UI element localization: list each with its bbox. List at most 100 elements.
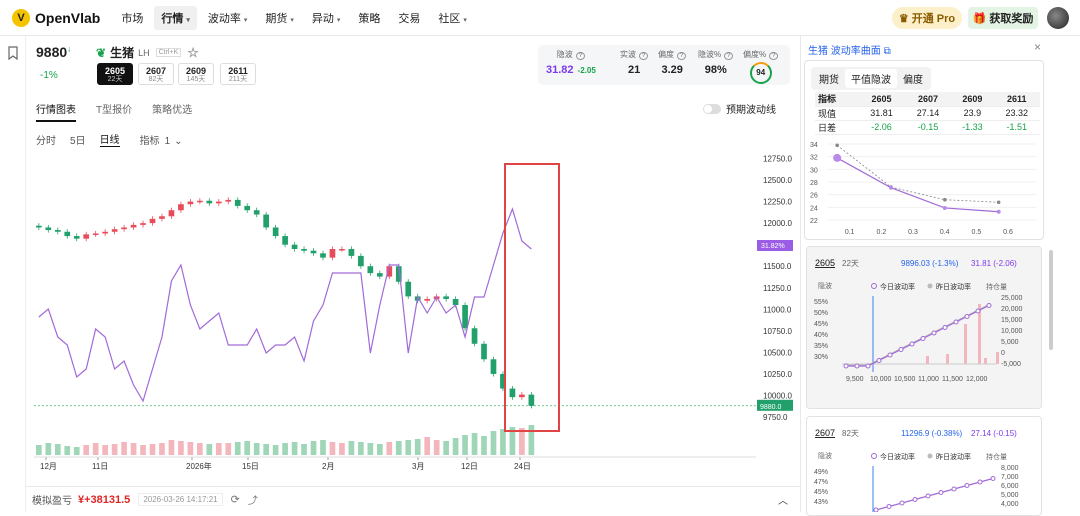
stat-label: 隐波%?	[698, 49, 734, 60]
term-structure-card	[804, 60, 1044, 240]
curve-y-label: 34	[810, 142, 818, 149]
close-icon[interactable]: ×	[1034, 40, 1042, 54]
iv-axis-label: 隐波	[818, 451, 832, 460]
volume-bar	[405, 440, 412, 455]
y-tick-label: 10750.0	[763, 327, 792, 336]
symbol-name: 生猪	[110, 46, 135, 60]
scrollbar[interactable]	[1049, 250, 1053, 350]
volume-bar	[149, 444, 156, 455]
contract-2605[interactable]: 2605 22天	[97, 63, 133, 85]
candle	[111, 229, 118, 232]
toggle-switch[interactable]	[703, 103, 721, 114]
volume-bar	[443, 441, 449, 455]
candle	[443, 296, 449, 299]
help-icon[interactable]: ?	[677, 52, 687, 60]
smile-point	[909, 341, 915, 347]
smile-oi-label: 25,000	[1001, 295, 1023, 302]
bookmark-icon[interactable]	[7, 46, 19, 60]
tab-0[interactable]: 行情图表	[36, 101, 76, 122]
volume-bar	[376, 444, 383, 455]
symbol-selector[interactable]: ❦ 生猪 LH Ctrl+K ☆	[96, 44, 199, 61]
x-tick-label: 12日	[461, 462, 478, 471]
share-icon[interactable]: ⤴	[247, 496, 258, 507]
get-reward-button[interactable]: 🎁 获取奖励	[968, 7, 1038, 29]
nav-item-5[interactable]: 策略	[351, 6, 387, 30]
avatar[interactable]	[1047, 7, 1069, 29]
contract-2609[interactable]: 2609 145天	[178, 63, 214, 85]
chevron-down-icon: ▾	[243, 16, 248, 24]
logo[interactable]: V OpenVlab	[12, 8, 100, 27]
help-icon[interactable]: ?	[724, 52, 734, 60]
smile-chart-2605: 2605 22天 9896.03 (-1.3%) 31.81 (-2.06) 隐波 今日波…	[814, 258, 1023, 383]
volume-bar	[225, 443, 232, 455]
term-tab-0[interactable]: 期货	[819, 75, 839, 86]
nav-item-1[interactable]: 行情 ▾	[154, 5, 197, 30]
iv-tag	[757, 240, 793, 251]
star-icon[interactable]: ☆	[187, 44, 199, 60]
indicator-label: 指标	[139, 135, 160, 147]
table-row: 日差 -2.06 -0.15 -1.33 -1.51	[815, 120, 1040, 135]
help-icon[interactable]: ?	[575, 52, 586, 60]
table-cell: 23.9	[951, 106, 994, 121]
indicator-button[interactable]: 指标 1 ⌄	[140, 132, 183, 147]
smile-point	[920, 336, 926, 341]
expected-vol-toggle[interactable]: 预期波动线	[703, 101, 776, 116]
contract-2607[interactable]: 2607 82天	[138, 63, 174, 85]
volume-bar	[414, 439, 421, 455]
period-tab-0[interactable]: 分时	[36, 135, 56, 147]
last-price: 9880↓	[36, 44, 71, 60]
upgrade-pro-button[interactable]: ♛ 开通 Pro	[892, 7, 962, 29]
candle	[339, 249, 345, 251]
smile-point	[925, 493, 931, 499]
x-tick-label: 2月	[322, 462, 334, 471]
nav-item-7[interactable]: 社区 ▾	[431, 6, 474, 30]
smile-card-2607[interactable]	[806, 416, 1042, 516]
table-cell: 日差	[815, 120, 859, 135]
volume-bar	[83, 445, 90, 455]
stat-0: 隐波? 31.82 -2.05	[546, 49, 596, 76]
curve-x-label: 0.4	[940, 229, 950, 236]
refresh-icon[interactable]: ⟳	[230, 494, 240, 506]
period-tab-2[interactable]: 日线	[99, 131, 120, 147]
legend-today-icon	[871, 453, 877, 459]
candle	[54, 230, 61, 232]
smile-point	[898, 347, 904, 352]
smile-card-2605[interactable]	[806, 246, 1042, 409]
help-icon[interactable]: ?	[769, 52, 779, 60]
nav-item-6[interactable]: 交易	[391, 6, 427, 30]
smile-y-label: 30%	[814, 354, 828, 361]
candle	[187, 201, 194, 205]
y-tick-label: 11000.0	[763, 305, 792, 314]
volume-bar	[168, 440, 175, 455]
help-icon[interactable]: ?	[639, 52, 649, 60]
term-tab-2[interactable]: 偏度	[903, 75, 923, 86]
nav-item-3[interactable]: 期货 ▾	[258, 6, 301, 30]
expand-icon[interactable]: ︿	[778, 496, 788, 507]
smile-point	[977, 479, 983, 485]
smile-x-label: 11,000	[918, 376, 939, 383]
price-direction: ↓	[67, 44, 72, 54]
contract-2611[interactable]: 2611 211天	[220, 63, 256, 85]
candle	[329, 249, 336, 258]
card-days: 22天	[842, 259, 859, 268]
period-tab-1[interactable]: 5日	[70, 135, 86, 147]
table-cell: -2.06	[858, 120, 905, 135]
contract-code: 2609	[185, 66, 207, 76]
tab-2[interactable]: 策略优选	[152, 105, 193, 116]
y-tick-label: 11250.0	[763, 284, 792, 293]
external-link-icon: ⧉	[883, 46, 891, 57]
price-chart[interactable]: 13000.012750.012500.012250.012000.011750…	[26, 145, 800, 475]
x-tick-label: 2026年	[186, 461, 212, 471]
term-tab-1[interactable]: 平值隐波	[845, 69, 897, 88]
nav-item-0[interactable]: 市场	[114, 6, 150, 30]
nav-item-2[interactable]: 波动率 ▾	[201, 6, 255, 30]
smile-point	[990, 476, 996, 481]
volume-bar	[348, 441, 355, 455]
volume-bar	[64, 446, 71, 455]
smile-oi-label: 6,000	[1001, 483, 1019, 490]
surface-link[interactable]: 生猪 波动率曲面 ⧉	[808, 42, 891, 57]
nav-item-4[interactable]: 异动 ▾	[305, 6, 348, 30]
candle	[500, 373, 506, 389]
candle	[320, 253, 326, 258]
tab-1[interactable]: T型报价	[96, 105, 133, 116]
